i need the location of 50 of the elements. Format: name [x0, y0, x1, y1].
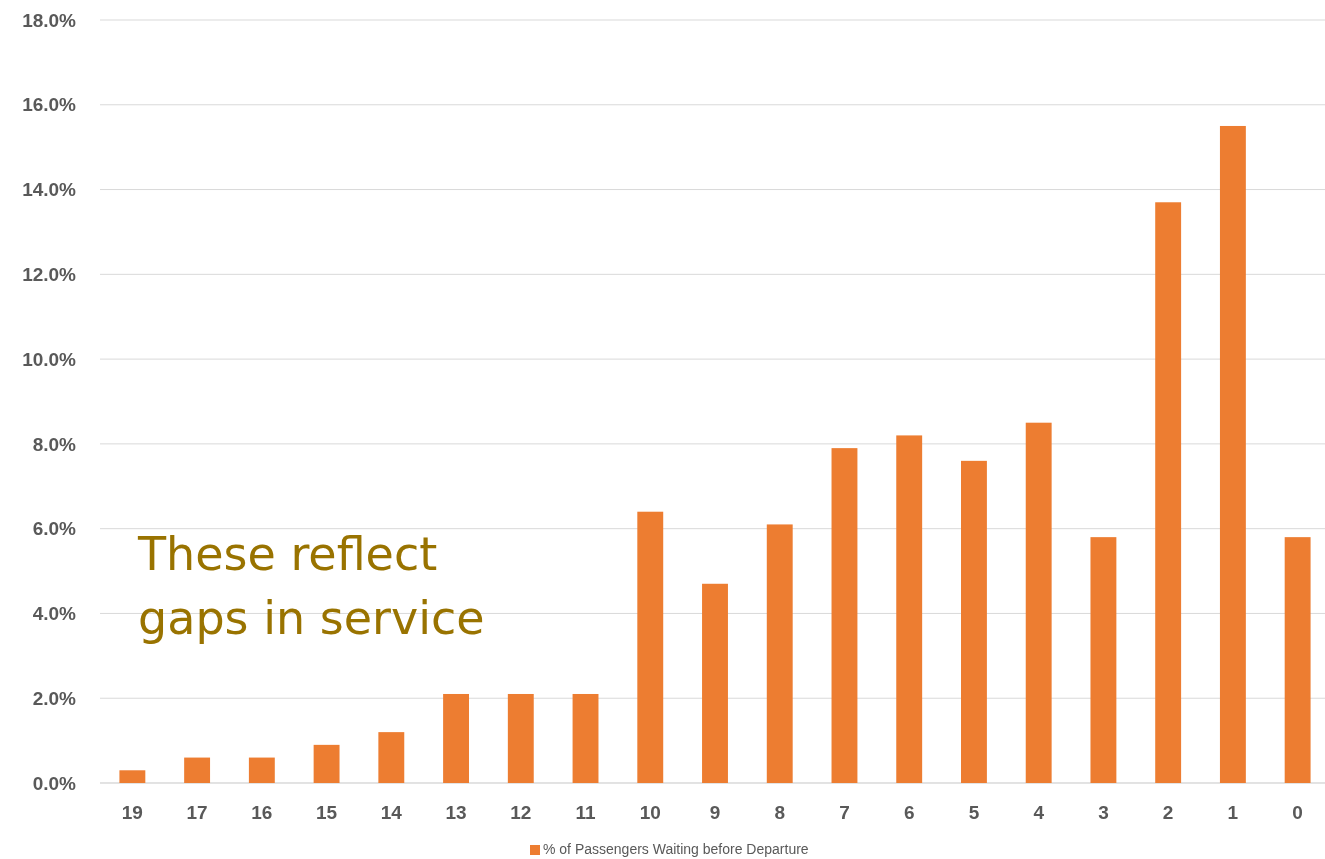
- bar: [961, 460, 987, 783]
- bar: [507, 693, 534, 783]
- bar: [1284, 537, 1311, 783]
- x-tick-label: 7: [839, 802, 850, 823]
- y-tick-label: 8.0%: [32, 433, 77, 455]
- y-tick-label: 14.0%: [22, 179, 77, 201]
- bar: [1025, 422, 1052, 783]
- bar: [831, 448, 858, 783]
- x-tick-label: 8: [774, 802, 786, 823]
- x-tick-label: 5: [968, 802, 980, 823]
- x-tick-label: 2: [1162, 802, 1174, 823]
- y-tick-label: 16.0%: [22, 94, 77, 116]
- x-tick-label: 11: [575, 802, 596, 823]
- bar: [378, 732, 405, 783]
- y-tick-label: 2.0%: [32, 687, 77, 709]
- y-tick-label: 12.0%: [22, 263, 77, 285]
- x-tick-label: 10: [639, 802, 661, 823]
- bar: [766, 524, 793, 783]
- x-tick-label: 4: [1033, 802, 1045, 823]
- x-tick-label: 16: [251, 802, 273, 823]
- bar: [1090, 537, 1117, 783]
- bar: [313, 744, 340, 783]
- y-tick-label: 18.0%: [22, 9, 77, 31]
- bar: [896, 435, 923, 783]
- bar: [443, 693, 469, 783]
- legend-label: % of Passengers Waiting before Departure: [543, 841, 809, 857]
- x-tick-label: 13: [445, 802, 467, 823]
- x-tick-label: 15: [316, 802, 338, 823]
- x-tick-label: 14: [380, 802, 403, 823]
- y-tick-label: 4.0%: [32, 603, 77, 625]
- y-tick-label: 6.0%: [32, 518, 77, 540]
- x-tick-label: 1: [1227, 802, 1239, 823]
- bar: [1155, 202, 1182, 783]
- bar: [702, 583, 728, 783]
- x-tick-label: 19: [121, 802, 143, 823]
- y-tick-label: 0.0%: [32, 772, 77, 794]
- bar: [637, 511, 664, 783]
- x-tick-label: 17: [186, 802, 208, 823]
- y-tick-label: 10.0%: [22, 348, 77, 370]
- x-tick-label: 6: [903, 802, 915, 823]
- bar: [1219, 125, 1246, 783]
- bar: [119, 770, 146, 783]
- x-tick-label: 12: [510, 802, 532, 823]
- x-tick-label: 3: [1098, 802, 1109, 823]
- x-tick-label: 9: [709, 802, 721, 823]
- bar: [572, 693, 599, 783]
- x-tick-label: 0: [1292, 802, 1303, 823]
- bar: [248, 757, 275, 783]
- bar: [184, 757, 211, 783]
- annotation: These reflect gaps in service: [137, 527, 485, 645]
